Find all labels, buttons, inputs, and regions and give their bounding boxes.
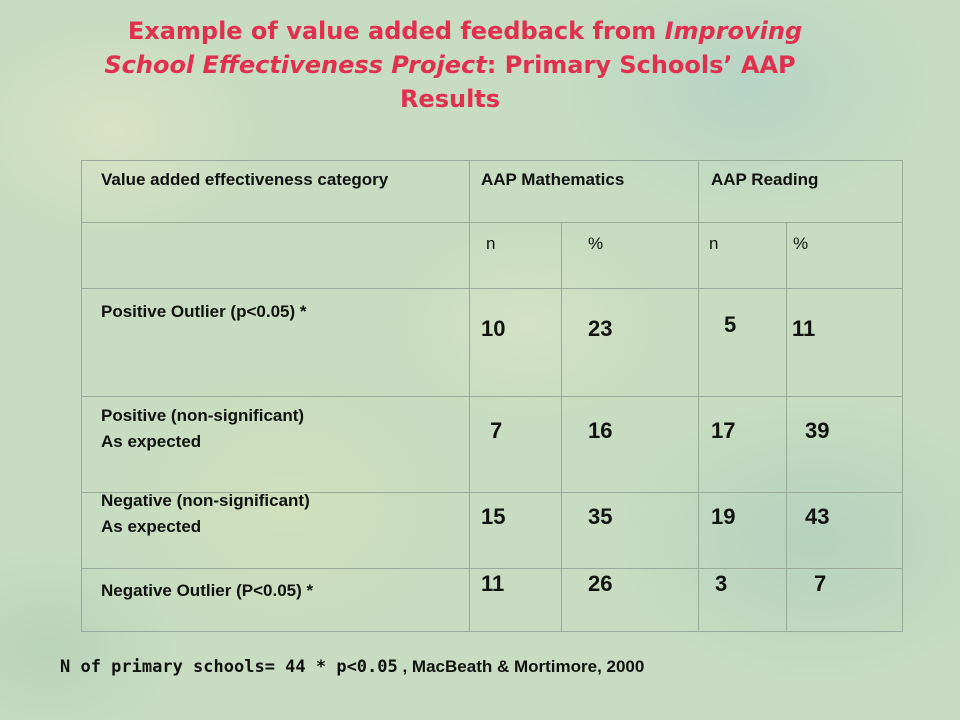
row-2-math-n: 7 xyxy=(490,418,503,443)
title-line-2: School Effectiveness Project: Primary Sc… xyxy=(40,48,860,82)
row-2-label-line-1: Positive (non-significant) xyxy=(101,406,305,425)
table-border-top xyxy=(81,160,903,161)
row-2-reading-n: 17 xyxy=(711,418,736,443)
results-table: Value added effectiveness category AAP M… xyxy=(81,160,903,632)
row-1-math-n: 10 xyxy=(481,316,506,341)
row-2-label: Positive (non-significant) As expected xyxy=(101,403,304,455)
row-1-reading-pct: 11 xyxy=(792,316,816,341)
row-4-label-line-1: Negative Outlier (P<0.05) * xyxy=(101,581,314,600)
table-row-divider xyxy=(81,396,903,397)
title-line-1: Example of value added feedback from Imp… xyxy=(40,14,860,48)
table-row-divider xyxy=(81,288,903,289)
header-category: Value added effectiveness category xyxy=(101,170,389,189)
row-1-reading-n: 5 xyxy=(724,312,737,337)
row-2-math-pct: 16 xyxy=(588,418,613,443)
row-4-math-pct: 26 xyxy=(588,571,613,596)
row-3-label-line-2: As expected xyxy=(101,517,202,536)
table-row-divider xyxy=(81,222,903,223)
row-1-label: Positive Outlier (p<0.05) * xyxy=(101,299,307,325)
row-1-label-line-1: Positive Outlier (p<0.05) * xyxy=(101,302,307,321)
subheader-reading-pct: % xyxy=(793,234,809,253)
row-2-reading-pct: 39 xyxy=(805,418,830,443)
title-line-1-text: Example of value added feedback from xyxy=(127,17,665,45)
title-line-2-italic: School Effectiveness Project xyxy=(104,51,487,79)
table-subcol-divider xyxy=(561,222,562,632)
subheader-reading-n: n xyxy=(709,234,719,253)
row-3-label: Negative (non-significant) As expected xyxy=(101,488,310,540)
row-3-reading-pct: 43 xyxy=(805,504,830,529)
row-4-reading-pct: 7 xyxy=(814,571,827,596)
row-4-reading-n: 3 xyxy=(715,571,728,596)
table-subcol-divider xyxy=(786,222,787,632)
row-4-math-n: 11 xyxy=(481,571,505,596)
row-4-label: Negative Outlier (P<0.05) * xyxy=(101,578,313,604)
subheader-math-pct: % xyxy=(588,234,604,253)
row-2-label-line-2: As expected xyxy=(101,432,202,451)
slide-title: Example of value added feedback from Imp… xyxy=(40,14,860,116)
row-3-math-n: 15 xyxy=(481,504,506,529)
header-math: AAP Mathematics xyxy=(481,170,625,189)
title-line-3: Results xyxy=(399,85,501,113)
table-row-divider xyxy=(81,492,903,493)
footnote-sample-size: N of primary schools= 44 * p<0.05 xyxy=(60,657,398,677)
title-line-2-text: : Primary Schools’ AAP xyxy=(486,51,796,79)
row-3-reading-n: 19 xyxy=(711,504,736,529)
header-reading: AAP Reading xyxy=(711,170,819,189)
subheader-math-n: n xyxy=(486,234,496,253)
row-3-math-pct: 35 xyxy=(588,504,613,529)
row-1-math-pct: 23 xyxy=(588,316,613,341)
row-3-label-line-1: Negative (non-significant) xyxy=(101,491,310,510)
table-border-bottom xyxy=(81,631,903,632)
footnote-source: , MacBeath & Mortimore, 2000 xyxy=(397,657,645,676)
table-row-divider xyxy=(81,568,903,569)
footnote: N of primary schools= 44 * p<0.05 , MacB… xyxy=(60,657,644,677)
title-line-1-italic: Improving xyxy=(664,17,803,45)
